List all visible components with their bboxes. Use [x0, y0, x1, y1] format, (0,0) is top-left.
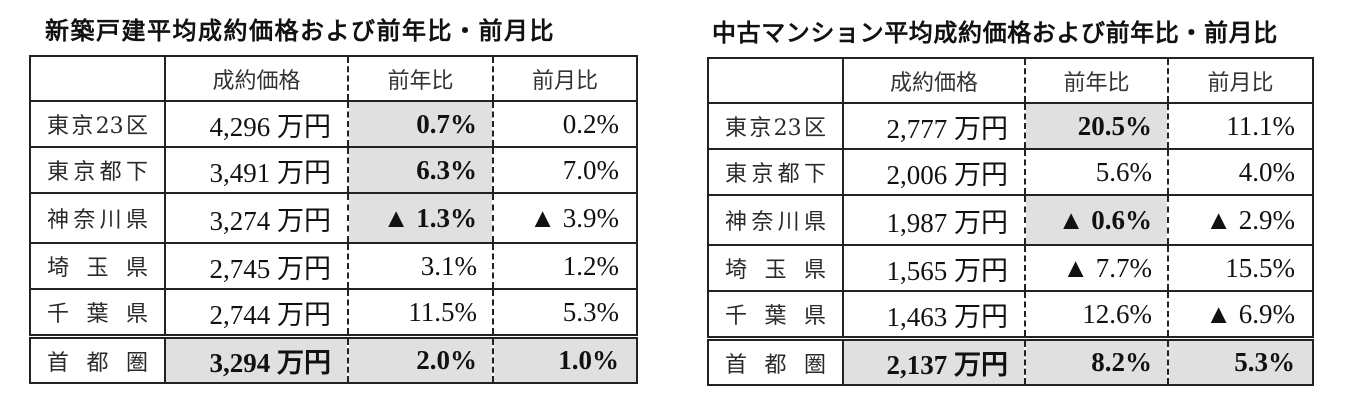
table-row: 千 葉 県 2,744 万円 11.5% 5.3%: [30, 288, 637, 338]
region-cell: 神奈川県: [30, 192, 166, 244]
mom-cell: 5.3%: [1168, 336, 1313, 386]
table-row: 埼 玉 県 2,745 万円 3.1% 1.2%: [30, 242, 637, 290]
yoy-cell: 5.6%: [1025, 148, 1169, 196]
price-cell: 2,777 万円: [843, 102, 1026, 150]
price-cell: 1,463 万円: [843, 290, 1026, 340]
mom-cell: 5.3%: [493, 288, 637, 338]
table-row: 東京都下 3,491 万円 6.3% 7.0%: [30, 146, 637, 194]
used-condo-table-title: 中古マンション平均成約価格および前年比・前月比: [712, 19, 1278, 47]
price-cell: 2,006 万円: [843, 148, 1026, 196]
price-cell: 1,565 万円: [843, 244, 1026, 292]
table-row: 埼 玉 県 1,565 万円 ▲ 7.7% 15.5%: [708, 244, 1313, 292]
mom-cell: ▲ 2.9%: [1168, 194, 1313, 246]
mom-cell: 1.0%: [493, 334, 637, 384]
mom-cell: 0.2%: [493, 100, 637, 148]
price-cell: 3,491 万円: [165, 146, 349, 194]
new-house-table-title: 新築戸建平均成約価格および前年比・前月比: [45, 17, 555, 45]
column-header-mom: 前月比: [1168, 57, 1313, 104]
mom-cell: ▲ 3.9%: [493, 192, 637, 244]
price-cell: 2,744 万円: [165, 288, 349, 338]
column-header-mom: 前月比: [493, 55, 637, 102]
total-row: 首 都 圏 3,294 万円 2.0% 1.0%: [30, 334, 637, 384]
price-cell: 4,296 万円: [165, 100, 349, 148]
header-row: 成約価格 前年比 前月比: [30, 55, 637, 102]
header-row: 成約価格 前年比 前月比: [708, 57, 1313, 104]
column-header-yoy: 前年比: [1025, 57, 1169, 104]
column-header-price: 成約価格: [165, 55, 349, 102]
mom-cell: 4.0%: [1168, 148, 1313, 196]
yoy-cell: 6.3%: [348, 146, 494, 194]
table-row: 千 葉 県 1,463 万円 12.6% ▲ 6.9%: [708, 290, 1313, 340]
yoy-cell: 12.6%: [1025, 290, 1169, 340]
mom-cell: 11.1%: [1168, 102, 1313, 150]
mom-cell: 1.2%: [493, 242, 637, 290]
yoy-cell: ▲ 1.3%: [348, 192, 494, 244]
region-cell: 首 都 圏: [708, 336, 844, 386]
price-cell: 2,745 万円: [165, 242, 349, 290]
table-row: 神奈川県 1,987 万円 ▲ 0.6% ▲ 2.9%: [708, 194, 1313, 246]
column-header-region: [708, 57, 844, 104]
mom-cell: 7.0%: [493, 146, 637, 194]
yoy-cell: 8.2%: [1025, 336, 1169, 386]
table-row: 東京23区 4,296 万円 0.7% 0.2%: [30, 100, 637, 148]
price-cell: 3,274 万円: [165, 192, 349, 244]
region-cell: 東京23区: [30, 100, 166, 148]
column-header-price: 成約価格: [843, 57, 1026, 104]
price-cell: 1,987 万円: [843, 194, 1026, 246]
yoy-cell: 20.5%: [1025, 102, 1169, 150]
yoy-cell: 11.5%: [348, 288, 494, 338]
mom-cell: 15.5%: [1168, 244, 1313, 292]
region-cell: 千 葉 県: [708, 290, 844, 340]
region-cell: 首 都 圏: [30, 334, 166, 384]
new-house-price-table: 成約価格 前年比 前月比 東京23区 4,296 万円 0.7% 0.2% 東京…: [29, 55, 638, 384]
region-cell: 神奈川県: [708, 194, 844, 246]
total-row: 首 都 圏 2,137 万円 8.2% 5.3%: [708, 336, 1313, 386]
yoy-cell: 0.7%: [348, 100, 494, 148]
column-header-region: [30, 55, 166, 102]
region-cell: 東京都下: [708, 148, 844, 196]
table-row: 東京23区 2,777 万円 20.5% 11.1%: [708, 102, 1313, 150]
region-cell: 東京都下: [30, 146, 166, 194]
table-row: 東京都下 2,006 万円 5.6% 4.0%: [708, 148, 1313, 196]
yoy-cell: ▲ 0.6%: [1025, 194, 1169, 246]
region-cell: 埼 玉 県: [708, 244, 844, 292]
region-cell: 千 葉 県: [30, 288, 166, 338]
region-cell: 東京23区: [708, 102, 844, 150]
price-cell: 3,294 万円: [165, 334, 349, 384]
mom-cell: ▲ 6.9%: [1168, 290, 1313, 340]
yoy-cell: 2.0%: [348, 334, 494, 384]
yoy-cell: ▲ 7.7%: [1025, 244, 1169, 292]
region-cell: 埼 玉 県: [30, 242, 166, 290]
column-header-yoy: 前年比: [348, 55, 494, 102]
yoy-cell: 3.1%: [348, 242, 494, 290]
table-row: 神奈川県 3,274 万円 ▲ 1.3% ▲ 3.9%: [30, 192, 637, 244]
price-cell: 2,137 万円: [843, 336, 1026, 386]
used-condo-price-table: 成約価格 前年比 前月比 東京23区 2,777 万円 20.5% 11.1% …: [707, 57, 1314, 386]
